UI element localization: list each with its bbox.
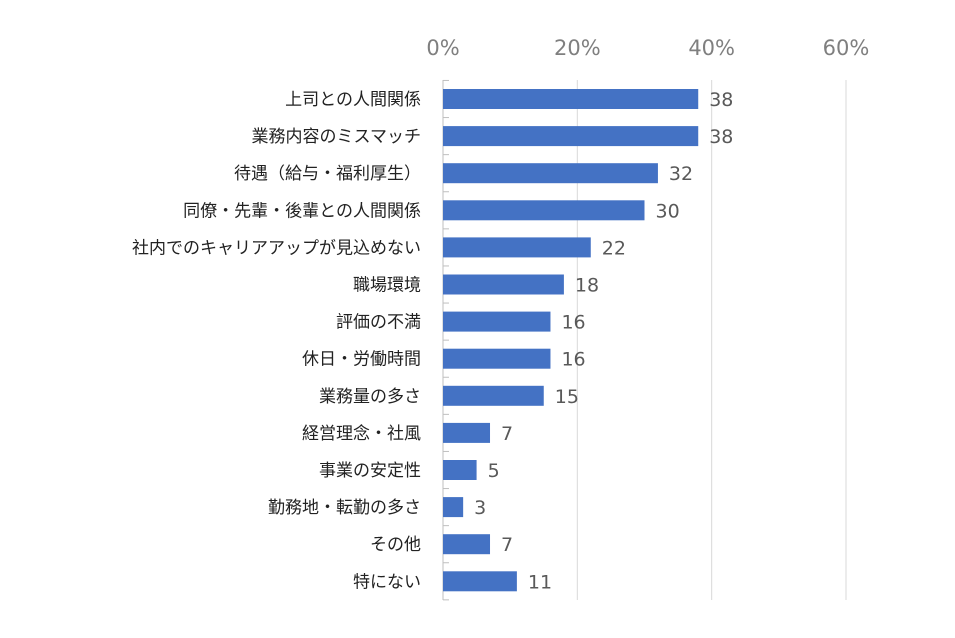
bar <box>443 497 464 518</box>
bar <box>443 534 491 555</box>
data-label: 7 <box>501 423 513 445</box>
bar <box>443 89 699 109</box>
data-label: 11 <box>528 571 552 593</box>
bar <box>443 348 551 369</box>
category-label: 同僚・先輩・後輩との人間関係 <box>183 201 421 221</box>
x-tick-label: 20% <box>554 36 601 60</box>
bar <box>443 200 645 221</box>
data-label: 16 <box>561 349 585 371</box>
bars <box>443 89 699 592</box>
data-label: 30 <box>656 200 680 222</box>
bar <box>443 126 699 147</box>
category-label: 勤務地・転勤の多さ <box>268 498 421 518</box>
category-label: その他 <box>370 535 421 555</box>
x-tick-label: 0% <box>426 36 459 60</box>
grid <box>442 79 847 601</box>
x-tick-label: 60% <box>823 36 870 60</box>
bar <box>443 163 658 184</box>
category-label: 待遇（給与・福利厚生） <box>234 164 421 184</box>
category-label: 業務量の多さ <box>319 387 421 407</box>
bar <box>443 460 477 480</box>
category-label: 評価の不満 <box>336 313 421 333</box>
bar <box>443 237 591 258</box>
category-label: 社内でのキャリアアップが見込めない <box>132 238 421 258</box>
data-label: 32 <box>669 163 693 185</box>
bar <box>443 422 491 443</box>
category-label: 事業の安定性 <box>319 461 421 481</box>
data-label: 15 <box>555 386 579 408</box>
data-label: 22 <box>602 237 626 259</box>
data-label: 3 <box>474 497 486 519</box>
bar <box>443 311 551 332</box>
data-label: 5 <box>488 460 500 482</box>
category-label: 休日・労働時間 <box>302 350 421 370</box>
bar <box>443 385 544 406</box>
category-label: 業務内容のミスマッチ <box>252 127 422 147</box>
category-label: 上司との人間関係 <box>285 90 421 110</box>
data-label: 7 <box>501 534 513 556</box>
category-label: 特にない <box>353 572 421 592</box>
x-axis-ticks: 0% 20% 40% 60% <box>426 36 869 60</box>
data-label: 16 <box>561 312 585 334</box>
data-label: 38 <box>709 89 733 111</box>
x-tick-label: 40% <box>688 36 735 60</box>
category-label: 職場環境 <box>353 276 421 296</box>
bar <box>443 274 564 295</box>
category-label: 経営理念・社風 <box>302 423 421 444</box>
data-label: 18 <box>575 275 599 297</box>
bar <box>443 571 517 592</box>
data-label: 38 <box>709 126 733 148</box>
